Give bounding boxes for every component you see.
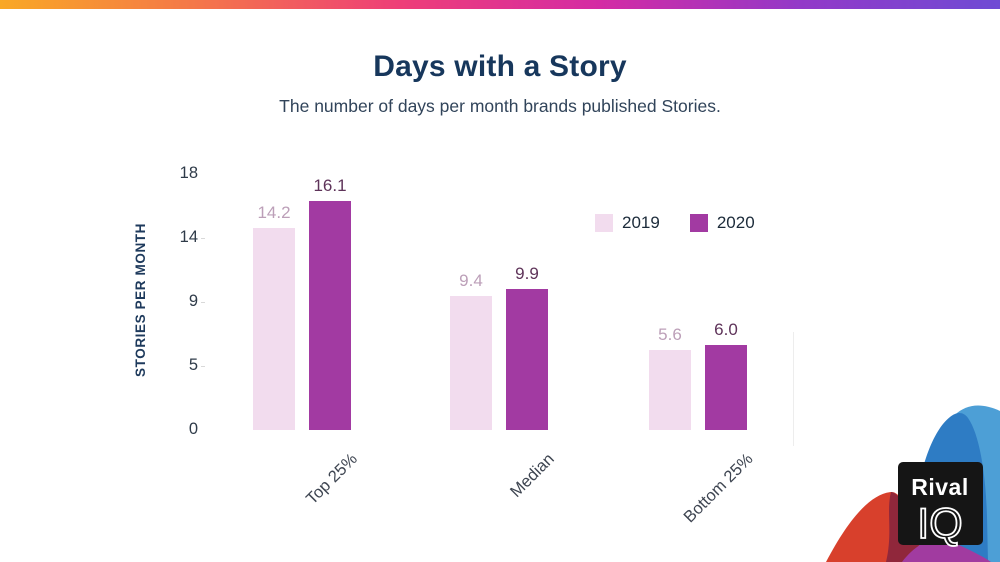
plot-right-border — [793, 332, 794, 446]
chart-title: Days with a Story — [373, 50, 627, 83]
legend-label-2019: 2019 — [622, 213, 660, 232]
rivaliq-corner-art: Rival IQ — [826, 405, 1000, 562]
bar-2020-bottom-25- — [705, 345, 747, 430]
bar-2019-median — [450, 296, 492, 430]
y-tick-label: 14 — [179, 228, 198, 246]
y-tick-label: 18 — [179, 164, 198, 182]
legend-swatch-2019 — [595, 214, 613, 232]
bar-value-label: 6.0 — [714, 320, 738, 339]
rivaliq-logo-wordmark: Rival — [911, 474, 968, 500]
legend: 2019 2020 — [595, 213, 755, 233]
x-axis-label: Bottom 25% — [680, 450, 757, 527]
bar-2019-top-25- — [253, 228, 295, 430]
legend-entry-2020: 2020 — [689, 213, 755, 233]
x-axis-label: Top 25% — [302, 450, 361, 509]
bar-2019-bottom-25- — [649, 350, 691, 430]
rivaliq-logo: Rival IQ — [898, 462, 983, 549]
bar-value-label: 14.2 — [257, 203, 291, 222]
y-tick-label: 0 — [188, 420, 198, 438]
bar-value-label: 16.1 — [313, 176, 347, 195]
bar-2020-median — [506, 289, 548, 430]
y-tick-mark — [201, 366, 205, 367]
rivaliq-logo-iq: IQ — [917, 500, 962, 548]
bar-value-label: 9.9 — [515, 264, 539, 283]
bar-value-label: 5.6 — [658, 325, 682, 344]
legend-swatch-2020 — [689, 214, 708, 232]
bar-2020-top-25- — [309, 201, 351, 430]
y-tick-mark — [201, 302, 205, 303]
y-tick-label: 5 — [188, 356, 198, 374]
legend-label-2020: 2020 — [716, 213, 755, 232]
brand-gradient-bar — [0, 0, 1000, 9]
x-axis-label: Median — [506, 450, 558, 502]
chart-subtitle: The number of days per month brands publ… — [279, 96, 721, 116]
y-tick-mark — [201, 238, 205, 239]
bar-value-label: 9.4 — [459, 271, 483, 290]
y-tick-label: 9 — [188, 292, 198, 310]
legend-entry-2019: 2019 — [595, 213, 660, 233]
